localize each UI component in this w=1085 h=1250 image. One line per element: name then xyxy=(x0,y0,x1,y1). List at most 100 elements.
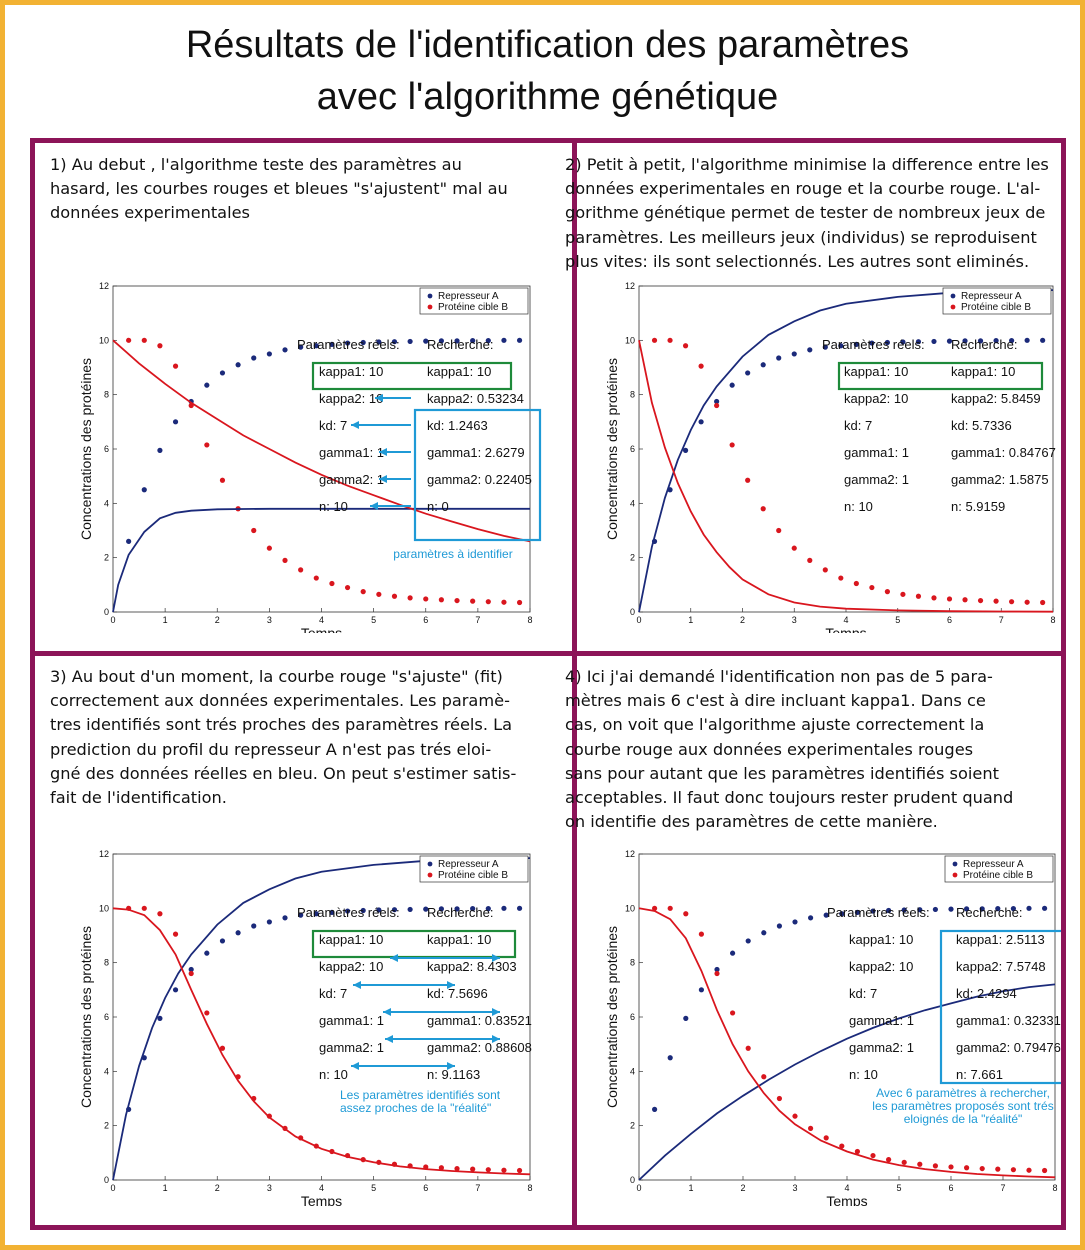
arrow-head xyxy=(447,1062,455,1070)
x-tick-label: 0 xyxy=(636,615,641,625)
y-tick-label: 4 xyxy=(104,1066,109,1076)
legend-marker-a xyxy=(952,861,958,867)
param-real-value: kappa2: 10 xyxy=(844,391,908,406)
param-search-value: n: 5.9159 xyxy=(951,499,1005,514)
param-search-value: kd: 2.4294 xyxy=(956,986,1017,1001)
represseur-a-point xyxy=(251,355,257,361)
param-real-value: kd: 7 xyxy=(849,986,877,1001)
proteine-b-point xyxy=(682,343,689,349)
represseur-a-point xyxy=(219,370,226,376)
represseur-a-point xyxy=(682,447,689,453)
proteine-b-point xyxy=(329,580,335,587)
proteine-b-point xyxy=(776,1095,782,1102)
param-real-value: gamma1: 1 xyxy=(849,1013,914,1028)
proteine-b-point xyxy=(516,1167,523,1174)
legend-label-b: Protéine cible B xyxy=(961,302,1031,313)
represseur-a-point xyxy=(344,340,351,346)
y-tick-label: 6 xyxy=(630,1012,635,1022)
proteine-b-point xyxy=(485,1167,491,1173)
x-tick-label: 7 xyxy=(1000,1183,1005,1193)
table-header-search: Recherche: xyxy=(427,337,493,352)
represseur-a-point xyxy=(470,338,476,344)
proteine-b-point xyxy=(714,970,720,977)
table-header-search: Recherche: xyxy=(956,905,1022,920)
panel-2: 2) Petit à petit, l'algorithme minimise … xyxy=(565,143,1061,651)
panel-2-text-line: données experimentales en rouge et la co… xyxy=(565,179,1041,199)
param-real-value: n: 10 xyxy=(849,1067,878,1082)
represseur-a-point xyxy=(948,906,954,912)
panel-grid: 1) Au debut , l'algorithme teste des par… xyxy=(30,138,1066,1230)
proteine-b-point xyxy=(915,593,922,599)
panel-2-description: 2) Petit à petit, l'algorithme minimise … xyxy=(565,153,1060,274)
represseur-a-point xyxy=(931,338,937,345)
represseur-a-point xyxy=(454,906,460,912)
param-search-value: kappa1: 10 xyxy=(427,932,491,947)
param-real-value: gamma2: 1 xyxy=(844,472,909,487)
param-real-value: gamma1: 1 xyxy=(844,445,909,460)
proteine-b-point xyxy=(1026,1167,1032,1173)
panel-2-text-line: paramètres. Les meilleurs jeux (individu… xyxy=(565,227,1037,247)
y-axis-label: Concentrations des protéines xyxy=(604,358,620,540)
proteine-b-point xyxy=(683,911,689,917)
proteine-b-point xyxy=(1042,1167,1048,1174)
panel-4-text-line: courbe rouge aux données experimentales … xyxy=(565,739,974,759)
proteine-b-point xyxy=(995,1166,1001,1172)
proteine-b-point xyxy=(792,1113,798,1119)
legend-marker-b xyxy=(952,872,958,878)
represseur-a-point xyxy=(667,1055,673,1061)
panel-2-text-line: 2) Petit à petit, l'algorithme minimise … xyxy=(565,155,1049,174)
x-tick-label: 2 xyxy=(740,1183,745,1193)
y-tick-label: 0 xyxy=(630,1175,635,1185)
param-real-value: kd: 7 xyxy=(844,418,872,433)
param-search-value: kd: 7.5696 xyxy=(427,986,488,1001)
param-real-value: n: 10 xyxy=(844,499,873,514)
param-search-value: n: 9.1163 xyxy=(427,1067,480,1082)
panel-1-text-line: 1) Au debut , l'algorithme teste des par… xyxy=(50,155,462,174)
param-real-value: kappa2: 10 xyxy=(849,959,913,974)
proteine-b-point xyxy=(266,545,272,551)
panel-4-text-line: 4) Ici j'ai demandé l'identification non… xyxy=(565,667,993,686)
x-tick-label: 0 xyxy=(636,1183,641,1193)
represseur-a-point xyxy=(204,950,210,956)
x-tick-label: 6 xyxy=(948,1183,953,1193)
x-axis-label: Temps xyxy=(825,625,866,633)
proteine-b-point xyxy=(1010,1167,1016,1173)
param-search-value: gamma1: 2.6279 xyxy=(427,445,525,460)
table-header-search: Recherche: xyxy=(427,905,493,920)
panel-4-text-line: mètres mais 6 c'est à dire incluant kapp… xyxy=(565,691,986,711)
arrow-head xyxy=(492,954,500,962)
proteine-b-point xyxy=(470,598,476,604)
represseur-a-point xyxy=(683,1015,689,1021)
y-tick-label: 6 xyxy=(104,444,109,454)
proteine-b-point xyxy=(729,442,735,448)
represseur-a-point xyxy=(698,419,704,425)
matched-parameter-box xyxy=(837,361,1044,391)
proteine-b-point xyxy=(964,1165,970,1171)
proteine-b-point xyxy=(761,1074,767,1080)
proteine-b-point xyxy=(344,584,351,591)
proteine-b-point xyxy=(977,597,984,604)
annotation-note: eloignés de la "réalité" xyxy=(904,1112,1023,1126)
param-search-value: kappa2: 5.8459 xyxy=(951,391,1041,406)
represseur-a-point xyxy=(282,347,288,353)
represseur-a-point xyxy=(886,907,892,914)
param-real-value: kappa1: 10 xyxy=(319,932,383,947)
legend-label-a: Represseur A xyxy=(963,859,1024,870)
proteine-b-point xyxy=(667,337,673,343)
arrow-head xyxy=(351,421,359,429)
x-tick-label: 0 xyxy=(110,1183,115,1193)
represseur-a-point xyxy=(470,906,476,912)
panel-3-description: 3) Au bout d'un moment, la courbe rouge … xyxy=(50,665,565,810)
x-tick-label: 3 xyxy=(792,1183,797,1193)
represseur-a-point xyxy=(745,370,751,376)
arrow-head xyxy=(385,1035,393,1043)
y-tick-label: 2 xyxy=(104,1121,109,1131)
represseur-a-point xyxy=(993,338,999,344)
x-tick-label: 4 xyxy=(319,1183,324,1193)
represseur-a-point xyxy=(329,909,335,916)
legend-marker-b xyxy=(950,304,956,310)
panel-4-text-line: sans pour autant que les paramètres iden… xyxy=(565,763,999,783)
x-tick-label: 5 xyxy=(371,615,376,625)
x-tick-label: 7 xyxy=(999,615,1004,625)
